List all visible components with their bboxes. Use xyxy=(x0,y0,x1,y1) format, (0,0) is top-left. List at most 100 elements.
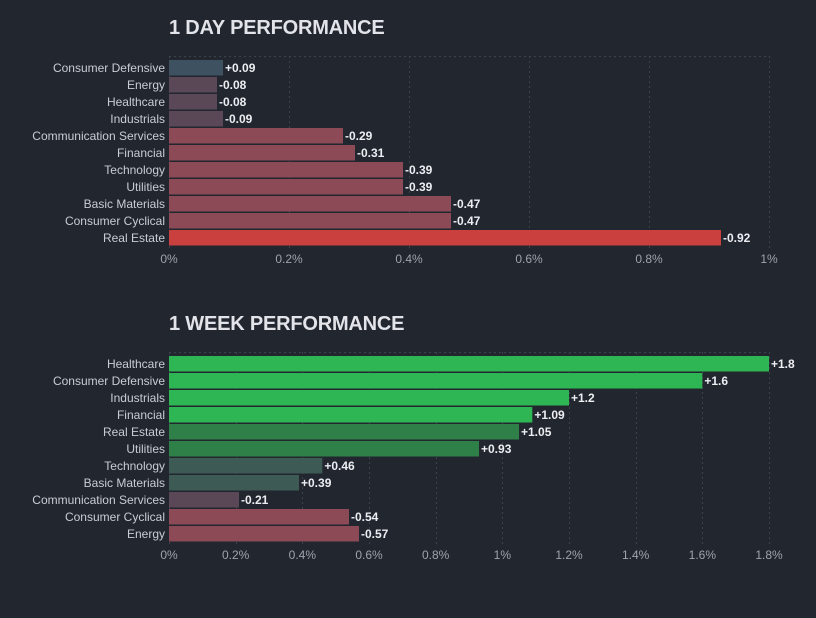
x-tick-label: 1.2% xyxy=(555,548,583,562)
x-tick-label: 0% xyxy=(160,548,178,562)
bar xyxy=(169,179,403,195)
x-tick-label: 1.8% xyxy=(755,548,783,562)
category-label: Healthcare xyxy=(107,95,165,109)
value-label: -0.39 xyxy=(405,163,433,177)
bar-row: Financial -0.31 xyxy=(117,145,385,161)
category-label: Consumer Defensive xyxy=(53,61,165,75)
bar-row: Consumer Defensive +0.09 xyxy=(53,60,256,76)
bar xyxy=(169,424,519,440)
category-label: Financial xyxy=(117,146,165,160)
bar xyxy=(169,458,323,474)
value-label: -0.47 xyxy=(453,197,481,211)
x-tick-label: 0.8% xyxy=(422,548,450,562)
bar-row: Industrials -0.09 xyxy=(110,111,253,127)
x-tick-label: 0.6% xyxy=(515,252,543,266)
value-label: -0.08 xyxy=(219,78,247,92)
bar-row: Real Estate -0.92 xyxy=(103,230,751,246)
bar xyxy=(169,196,451,212)
value-label: +1.09 xyxy=(534,408,565,422)
bar xyxy=(169,407,533,423)
bar xyxy=(169,77,217,93)
bar xyxy=(169,373,703,389)
bar-row: Consumer Cyclical -0.47 xyxy=(65,213,481,229)
x-tick-label: 0.4% xyxy=(289,548,317,562)
value-label: -0.31 xyxy=(357,146,385,160)
value-label: +0.93 xyxy=(481,442,512,456)
value-label: -0.08 xyxy=(219,95,247,109)
category-label: Consumer Cyclical xyxy=(65,510,165,524)
x-tick-label: 1% xyxy=(494,548,512,562)
bar xyxy=(169,475,299,491)
x-axis: 0% 0.2% 0.4% 0.6% 0.8% 1% 1.2% 1.4% 1.6% 1.8% xyxy=(160,548,783,562)
x-tick-label: 0.2% xyxy=(275,252,303,266)
value-label: +0.39 xyxy=(301,476,332,490)
bar-row: Communication Services -0.29 xyxy=(32,128,373,144)
bar-row: Utilities +0.93 xyxy=(126,441,512,457)
value-label: -0.39 xyxy=(405,180,433,194)
bar-row: Healthcare +1.8 xyxy=(107,356,795,372)
week-performance-title: 1 WEEK PERFORMANCE xyxy=(169,313,405,335)
bar-row: Consumer Cyclical -0.54 xyxy=(65,509,379,525)
value-label: +1.05 xyxy=(521,425,552,439)
bar-row: Energy -0.57 xyxy=(127,526,389,542)
bar xyxy=(169,162,403,178)
bar xyxy=(169,526,359,542)
bar xyxy=(169,111,223,127)
week-performance-panel: 1 WEEK PERFORMANCE Healthcare +1.8 Consume… xyxy=(0,296,816,567)
bar-row: Basic Materials -0.47 xyxy=(84,196,481,212)
category-label: Communication Services xyxy=(32,493,165,507)
bar xyxy=(169,128,343,144)
x-tick-label: 0.2% xyxy=(222,548,250,562)
value-label: -0.92 xyxy=(723,231,751,245)
x-tick-label: 0.6% xyxy=(355,548,383,562)
bar-row: Utilities -0.39 xyxy=(126,179,433,195)
category-label: Consumer Cyclical xyxy=(65,214,165,228)
x-tick-label: 1% xyxy=(760,252,778,266)
category-label: Energy xyxy=(127,78,165,92)
x-tick-label: 1.6% xyxy=(689,548,717,562)
bar-row: Healthcare -0.08 xyxy=(107,94,247,110)
bar-row: Consumer Defensive +1.6 xyxy=(53,373,728,389)
bar-row: Technology +0.46 xyxy=(104,458,355,474)
x-tick-label: 1.4% xyxy=(622,548,650,562)
category-label: Utilities xyxy=(126,180,165,194)
performance-dashboard: 1 DAY PERFORMANCE Consumer Defensive +0.0… xyxy=(0,0,816,567)
category-label: Industrials xyxy=(110,112,165,126)
x-axis: 0% 0.2% 0.4% 0.6% 0.8% 1% xyxy=(160,252,778,266)
bar-row: Real Estate +1.05 xyxy=(103,424,552,440)
category-label: Basic Materials xyxy=(84,476,165,490)
value-label: +0.46 xyxy=(324,459,355,473)
category-label: Technology xyxy=(104,459,165,473)
value-label: -0.47 xyxy=(453,214,481,228)
value-label: +0.09 xyxy=(225,61,256,75)
category-label: Industrials xyxy=(110,391,165,405)
day-performance-panel: 1 DAY PERFORMANCE Consumer Defensive +0.0… xyxy=(0,0,816,280)
bar xyxy=(169,356,769,372)
bar-row: Basic Materials +0.39 xyxy=(84,475,332,491)
x-tick-label: 0.8% xyxy=(635,252,663,266)
category-label: Utilities xyxy=(126,442,165,456)
bar xyxy=(169,60,223,76)
bar xyxy=(169,213,451,229)
value-label: -0.09 xyxy=(225,112,253,126)
category-label: Basic Materials xyxy=(84,197,165,211)
bar xyxy=(169,509,349,525)
value-label: -0.57 xyxy=(361,527,389,541)
category-label: Financial xyxy=(117,408,165,422)
week-performance-chart: Healthcare +1.8 Consumer Defensive +1.6 Indu… xyxy=(32,352,795,562)
bar xyxy=(169,145,355,161)
category-label: Healthcare xyxy=(107,357,165,371)
bar xyxy=(169,441,479,457)
day-performance-title: 1 DAY PERFORMANCE xyxy=(169,17,385,39)
bar xyxy=(169,94,217,110)
category-label: Consumer Defensive xyxy=(53,374,165,388)
category-label: Real Estate xyxy=(103,231,165,245)
category-label: Communication Services xyxy=(32,129,165,143)
bar-row: Technology -0.39 xyxy=(104,162,433,178)
category-label: Technology xyxy=(104,163,165,177)
bar-row: Industrials +1.2 xyxy=(110,390,595,406)
value-label: +1.6 xyxy=(704,374,728,388)
x-tick-label: 0.4% xyxy=(395,252,423,266)
bar-row: Financial +1.09 xyxy=(117,407,565,423)
